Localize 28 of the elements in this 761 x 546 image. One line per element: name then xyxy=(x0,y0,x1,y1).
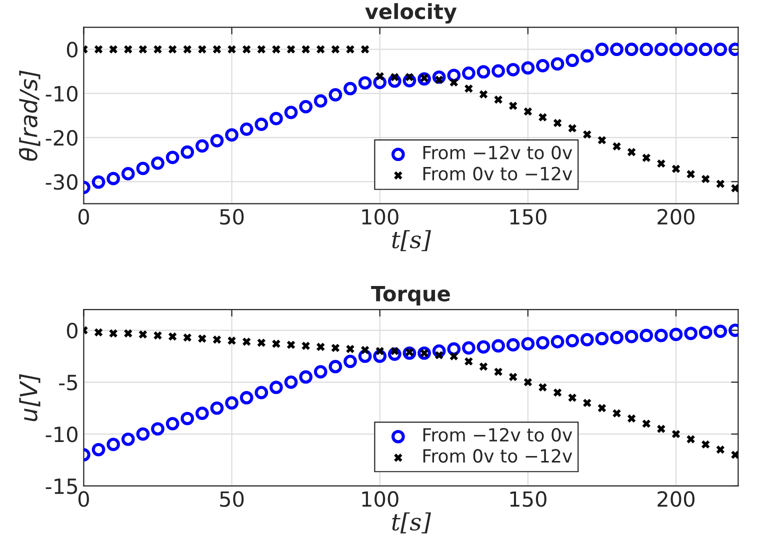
y-tick-label: -20 xyxy=(46,130,78,146)
x-tick-label: 200 xyxy=(658,208,694,225)
y-tick-label: -10 xyxy=(46,426,78,442)
y-axis-title: θ̇[rad/s] xyxy=(19,70,40,161)
y-axis-title: u[V] xyxy=(19,374,40,422)
x-tick-label: 0 xyxy=(78,491,89,507)
legend-label: From −12v to 0v xyxy=(423,146,572,160)
x-tick-label: 50 xyxy=(220,491,244,507)
chart-title: velocity xyxy=(365,3,457,24)
y-tick-label: -15 xyxy=(46,478,78,494)
x-tick-label: 50 xyxy=(220,208,244,225)
y-tick-label: -30 xyxy=(46,174,78,190)
x-axis-title: t[s] xyxy=(392,512,431,534)
y-tick-label: 0 xyxy=(66,322,78,339)
y-tick-label: 0 xyxy=(66,42,78,58)
x-tick-label: 150 xyxy=(510,208,546,225)
y-tick-label: -10 xyxy=(46,86,78,102)
x-tick-label: 100 xyxy=(362,208,398,225)
y-tick-label: -5 xyxy=(59,374,78,390)
x-tick-label: 0 xyxy=(78,208,89,225)
legend-label: From 0v to −12v xyxy=(423,166,572,180)
chart-title: Torque xyxy=(371,286,450,306)
legend-label: From −12v to 0v xyxy=(423,428,572,442)
x-axis-title: t[s] xyxy=(392,230,431,252)
x-tick-label: 200 xyxy=(658,491,694,507)
legend-label: From 0v to −12v xyxy=(423,449,572,463)
x-tick-label: 100 xyxy=(362,491,398,507)
x-tick-label: 150 xyxy=(510,491,546,507)
